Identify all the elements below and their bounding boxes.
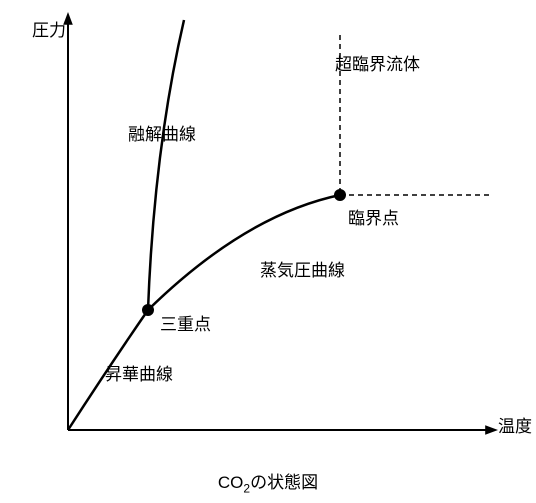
caption-suffix: の状態図 <box>250 473 318 492</box>
triple-point-label: 三重点 <box>160 315 211 334</box>
vapor-curve <box>148 195 340 310</box>
phase-diagram-svg: 圧力温度 超臨界流体融解曲線臨界点蒸気圧曲線三重点昇華曲線 <box>0 0 536 503</box>
supercritical-label: 超臨界流体 <box>335 55 420 74</box>
triple-point <box>142 304 154 316</box>
x-axis-label: 温度 <box>498 417 532 436</box>
melting-curve <box>148 20 184 310</box>
diagram-caption: CO2の状態図 <box>0 468 536 495</box>
x-axis-arrow <box>485 425 498 435</box>
critical-point-label: 臨界点 <box>348 209 399 228</box>
vapor-curve-label: 蒸気圧曲線 <box>260 261 345 280</box>
melting-curve-label: 融解曲線 <box>128 125 196 144</box>
phase-diagram-container: 圧力温度 超臨界流体融解曲線臨界点蒸気圧曲線三重点昇華曲線 CO2の状態図 <box>0 0 536 503</box>
caption-prefix: CO <box>218 473 244 492</box>
y-axis-label: 圧力 <box>32 21 66 40</box>
critical-point <box>334 189 346 201</box>
sublimation-curve-label: 昇華曲線 <box>105 365 173 384</box>
